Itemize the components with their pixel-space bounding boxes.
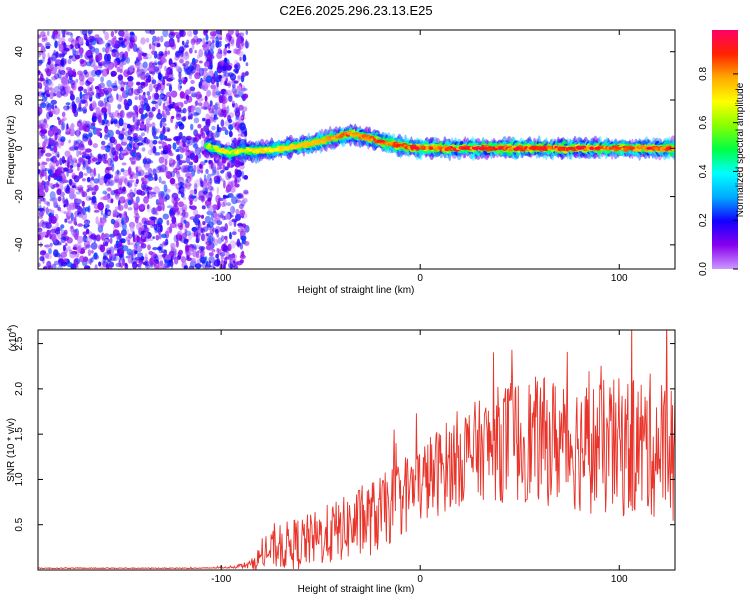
colorbar-gradient [712,30,738,269]
spectrogram-y-tick-label: -20 [14,189,25,204]
spectrogram-frame [37,29,676,270]
snr-y-tick-label: 2.0 [14,381,25,395]
snr-y-scale-factor: (x104) [7,325,19,352]
colorbar-tick-label: 0.0 [698,262,709,276]
colorbar-tick-label: 0.6 [698,115,709,129]
snr-x-tick-label: 0 [417,574,423,585]
colorbar-tick-label: 0.8 [698,67,709,81]
snr-series-line [38,330,675,570]
spectrogram-x-axis-label: Height of straight line (km) [298,285,415,296]
snr-scale-base: (x10 [8,331,19,351]
spectrogram-x-tick-label: 0 [417,273,423,284]
colorbar-tick-label: 0.2 [698,213,709,227]
spectrogram-y-axis-label: Frequency (Hz) [6,116,17,185]
colorbar-label: Normalized spectral amplitude [735,82,746,217]
snr-x-tick-label: -100 [211,574,231,585]
snr-background [38,330,675,570]
snr-y-tick-label: 2.5 [14,336,25,350]
spectrogram-y-tick-label: 40 [14,46,25,58]
colorbar: 0.0 0.2 0.4 0.6 0.8 Normalized spectral ampl… [698,30,746,276]
colorbar-tick-label: 0.4 [698,164,709,178]
snr-panel: -100 0 100 0.5 1.0 1.5 2.0 2.5 Height of strai… [6,325,676,595]
spectrogram-noise-region [38,30,250,269]
snr-y-tick-label: 0.5 [14,517,25,531]
snr-scale-exponent: 4 [7,328,14,332]
svg-text:(x104): (x104) [7,325,19,352]
snr-y-tick-label: 1.5 [14,427,25,441]
spectrogram-x-tick-label: 100 [611,273,628,284]
snr-x-axis-label: Height of straight line (km) [298,584,415,595]
spectrogram-y-tick-label: 20 [14,94,25,106]
snr-y-axis-label: SNR (10 * v/v) [6,418,17,482]
snr-x-tick-label: 100 [611,574,628,585]
spectrogram-panel: -100 0 100 -40 -20 0 20 40 Height of straight … [6,29,676,296]
snr-frame [37,329,676,571]
spectrogram-x-tick-label: -100 [211,273,231,284]
snr-y-tick-label: 1.0 [14,472,25,486]
chart-title: C2E6.2025.296.23.13.E25 [279,3,432,18]
spectrogram-y-tick-label: -40 [14,237,25,252]
spectrogram-signal-track [203,123,675,165]
spectrogram-y-tick-label: 0 [14,145,25,151]
